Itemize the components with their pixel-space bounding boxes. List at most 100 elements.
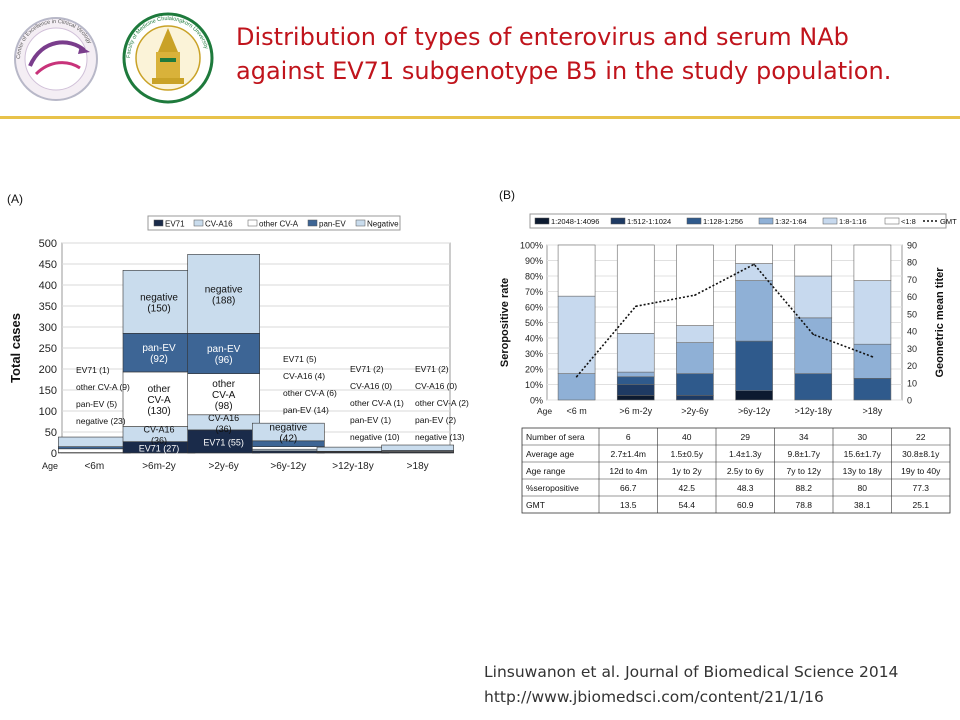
legend: 1:2048-1:4096 1:512-1:1024 1:128-1:256 1:32… [529, 213, 957, 229]
legend-swatch-pan-ev [307, 219, 318, 227]
table-cell: 13y to 18y [843, 466, 883, 476]
annotation-18y: EV71 (2) [415, 364, 449, 374]
y-axis-label: Seropositive rate [499, 278, 511, 367]
gmt-point [871, 355, 874, 358]
gmt-point [694, 294, 696, 296]
y2-tick-label: 10 [907, 378, 917, 388]
bar-1-512-1-1024-6-m-2y [616, 384, 655, 396]
title-line-1: Distribution of types of enterovirus and… [236, 23, 849, 51]
table-row-label: Average age [526, 449, 574, 459]
data-table: Number of sera 6 40 29 34 30 22 Average age 2.7±… [521, 427, 951, 514]
legend-label-1-2048-1-4096: 1:2048-1:4096 [551, 217, 599, 226]
table-cell: 1y to 2y [672, 466, 703, 476]
bar-label-cv-a16-6m-2y: (36) [151, 436, 167, 446]
annotation-18y: negative (13) [415, 432, 465, 442]
gmt-point [753, 263, 755, 266]
legend-label-1-8-1-16: 1:8-1:16 [839, 217, 867, 226]
bar-1-128-1-256-2y-6y [676, 373, 714, 396]
table-cell: 29 [741, 432, 751, 442]
y2-tick-label: 90 [907, 241, 917, 251]
annotation-6m: pan-EV (5) [76, 399, 117, 409]
legend: EV71 CV-A16 other CV-A pan-EV Negative [147, 215, 401, 231]
table-row-label: GMT [526, 500, 545, 510]
y-tick-label: 40% [525, 334, 543, 344]
x-axis-label: Age [42, 461, 58, 471]
x-tick-label: >18y [407, 461, 429, 472]
bar-label-negative-6m-2y: (150) [147, 303, 170, 314]
y-tick-label: 30% [525, 349, 543, 359]
y2-tick-label: 40 [907, 327, 917, 337]
x-tick-label: >6m-2y [142, 461, 176, 472]
panel-a-label: (A) [7, 192, 23, 206]
table-cell: 42.5 [678, 483, 695, 493]
bar-1-32-1-64-6y-12y [735, 280, 773, 342]
x-tick-label: >6 m-2y [619, 406, 652, 416]
table-cell: 1.5±0.5y [670, 449, 703, 459]
bar-1-8-1-16-12y-18y [794, 275, 833, 319]
bar-1-8-6y-12y [735, 244, 773, 264]
y2-axis-label: Geometric mean titer [934, 267, 946, 378]
table-cell: 48.3 [737, 483, 754, 493]
legend-label-1-128-1-256: 1:128-1:256 [703, 217, 743, 226]
annotation-6y-12y: CV-A16 (4) [283, 371, 325, 381]
legend-label-negative: Negative [367, 220, 399, 229]
bar-ev71-6y-12y [252, 450, 325, 454]
annotation-6m: negative (23) [76, 416, 126, 426]
bar-1-8-1-16-6y-12y [735, 263, 773, 281]
y2-tick-label: 0 [907, 396, 912, 406]
table-cell: 80 [858, 483, 868, 493]
legend-label-1-8: <1:8 [901, 217, 916, 226]
annotation-6y-12y: pan-EV (14) [283, 405, 329, 415]
y-tick-label: 50 [45, 427, 57, 439]
bar-label-pan-ev-6m-2y: pan-EV [142, 343, 176, 354]
legend-box [147, 215, 401, 231]
bar-label-cv-a16-2y-6y: CV-A16 [208, 413, 239, 423]
bar-negative-6m-2y [122, 269, 196, 334]
y-tick-label: 0 [51, 448, 57, 460]
table-row-label: %seropositive [526, 483, 579, 493]
y-tick-label: 500 [39, 238, 57, 250]
chart-b-seropositive: 1:2048-1:4096 1:512-1:1024 1:128-1:256 1:32… [499, 213, 957, 514]
legend-swatch-1-8 [884, 217, 900, 225]
legend-label-1-32-1-64: 1:32-1:64 [775, 217, 807, 226]
bar-1-8-1-16-6-m [557, 295, 596, 374]
y-tick-label: 150 [39, 385, 57, 397]
bar-label-cv-a16-6m-2y: CV-A16 [143, 425, 174, 435]
bar-1-8-2y-6y [676, 244, 714, 326]
table-cell: 60.9 [737, 500, 754, 510]
table-cell: 9.8±1.7y [787, 449, 820, 459]
table-row-label: Number of sera [526, 432, 585, 442]
bar-label-negative-2y-6y: negative [205, 284, 243, 295]
bar-label-other-cv-a-6m-2y: other [148, 384, 171, 395]
bar-1-8-1-16-2y-6y [676, 325, 714, 343]
legend-swatch-cv-a16 [193, 219, 204, 227]
y-tick-label: 450 [39, 259, 57, 271]
x-tick-label: >6y-12y [270, 461, 306, 472]
x-axis-label: Age [537, 406, 552, 416]
bar-label-negative-2y-6y: (188) [212, 295, 235, 306]
y-axis-label: Total cases [8, 313, 23, 383]
y-tick-label: 100% [520, 241, 543, 251]
table-cell: 77.3 [912, 483, 929, 493]
legend-swatch-1-128-1-256 [686, 217, 702, 225]
table-cell: 2.5y to 6y [727, 466, 765, 476]
x-tick-label: >2y-6y [209, 461, 239, 472]
bar-label-pan-ev-2y-6y: (96) [215, 355, 233, 366]
table-cell: 66.7 [620, 483, 637, 493]
bar-label-other-cv-a-2y-6y: CV-A [212, 390, 236, 401]
annotation-12y-18y: other CV-A (1) [350, 398, 404, 408]
chart-a-stacked-bar: 0 50 100 150 200 250 300 350 400 450 500 Total case… [8, 215, 469, 472]
y-tick-label: 20% [525, 365, 543, 375]
table-cell: 78.8 [795, 500, 812, 510]
y-tick-label: 70% [525, 287, 543, 297]
table-cell: 34 [799, 432, 809, 442]
legend-box [529, 213, 947, 229]
bar-1-128-1-256-12y-18y [794, 373, 833, 401]
bar-1-8-6-m [557, 244, 596, 297]
annotation-6y-12y: other CV-A (6) [283, 388, 337, 398]
y-tick-label: 100 [39, 406, 57, 418]
x-tick-label: >12y-18y [795, 406, 833, 416]
bar-1-8-18y [853, 244, 892, 281]
gmt-point [575, 375, 578, 378]
y-tick-label: 60% [525, 303, 543, 313]
